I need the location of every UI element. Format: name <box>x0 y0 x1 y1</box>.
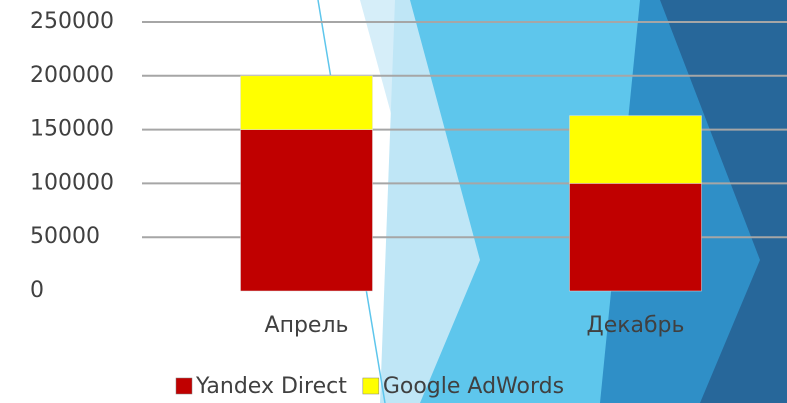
x-tick-label: Апрель <box>265 313 349 338</box>
y-tick-label: 250000 <box>30 9 114 34</box>
y-tick-label: 100000 <box>30 170 114 195</box>
bar-segment <box>240 129 373 292</box>
legend-label: Google AdWords <box>383 374 564 399</box>
legend-label: Yandex Direct <box>195 374 347 399</box>
y-tick-label: 0 <box>30 278 44 303</box>
bar-segment <box>569 115 702 184</box>
y-tick-label: 150000 <box>30 117 114 142</box>
legend-swatch <box>175 377 193 395</box>
x-tick-label: Декабрь <box>587 313 685 338</box>
legend-swatch <box>362 377 380 395</box>
y-tick-label: 200000 <box>30 63 114 88</box>
bar-segment <box>240 75 373 130</box>
bar-segment <box>569 183 702 292</box>
y-tick-label: 50000 <box>30 224 100 249</box>
